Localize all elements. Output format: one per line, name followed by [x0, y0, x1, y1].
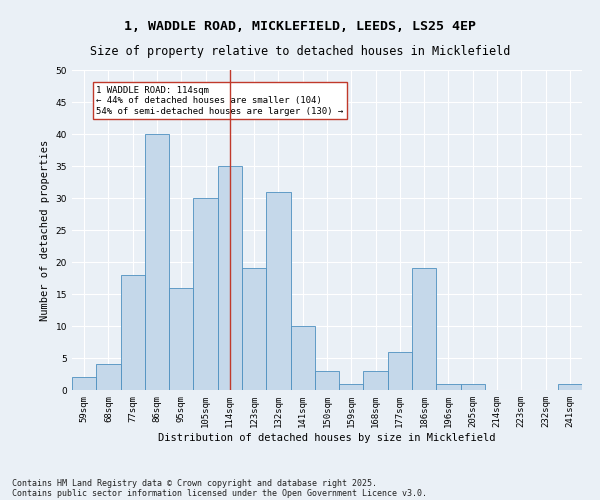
Text: 1 WADDLE ROAD: 114sqm
← 44% of detached houses are smaller (104)
54% of semi-det: 1 WADDLE ROAD: 114sqm ← 44% of detached … — [96, 86, 344, 116]
Bar — [388, 352, 412, 390]
Bar — [436, 384, 461, 390]
Text: 1, WADDLE ROAD, MICKLEFIELD, LEEDS, LS25 4EP: 1, WADDLE ROAD, MICKLEFIELD, LEEDS, LS25… — [124, 20, 476, 33]
Bar — [339, 384, 364, 390]
Bar — [364, 371, 388, 390]
X-axis label: Distribution of detached houses by size in Micklefield: Distribution of detached houses by size … — [158, 432, 496, 442]
Bar — [96, 364, 121, 390]
Bar — [193, 198, 218, 390]
Text: Contains public sector information licensed under the Open Government Licence v3: Contains public sector information licen… — [12, 488, 427, 498]
Bar — [72, 377, 96, 390]
Bar — [412, 268, 436, 390]
Bar — [242, 268, 266, 390]
Bar — [315, 371, 339, 390]
Bar — [145, 134, 169, 390]
Bar — [218, 166, 242, 390]
Bar — [169, 288, 193, 390]
Bar — [121, 275, 145, 390]
Text: Contains HM Land Registry data © Crown copyright and database right 2025.: Contains HM Land Registry data © Crown c… — [12, 478, 377, 488]
Bar — [290, 326, 315, 390]
Text: Size of property relative to detached houses in Micklefield: Size of property relative to detached ho… — [90, 45, 510, 58]
Bar — [558, 384, 582, 390]
Bar — [461, 384, 485, 390]
Y-axis label: Number of detached properties: Number of detached properties — [40, 140, 50, 320]
Bar — [266, 192, 290, 390]
